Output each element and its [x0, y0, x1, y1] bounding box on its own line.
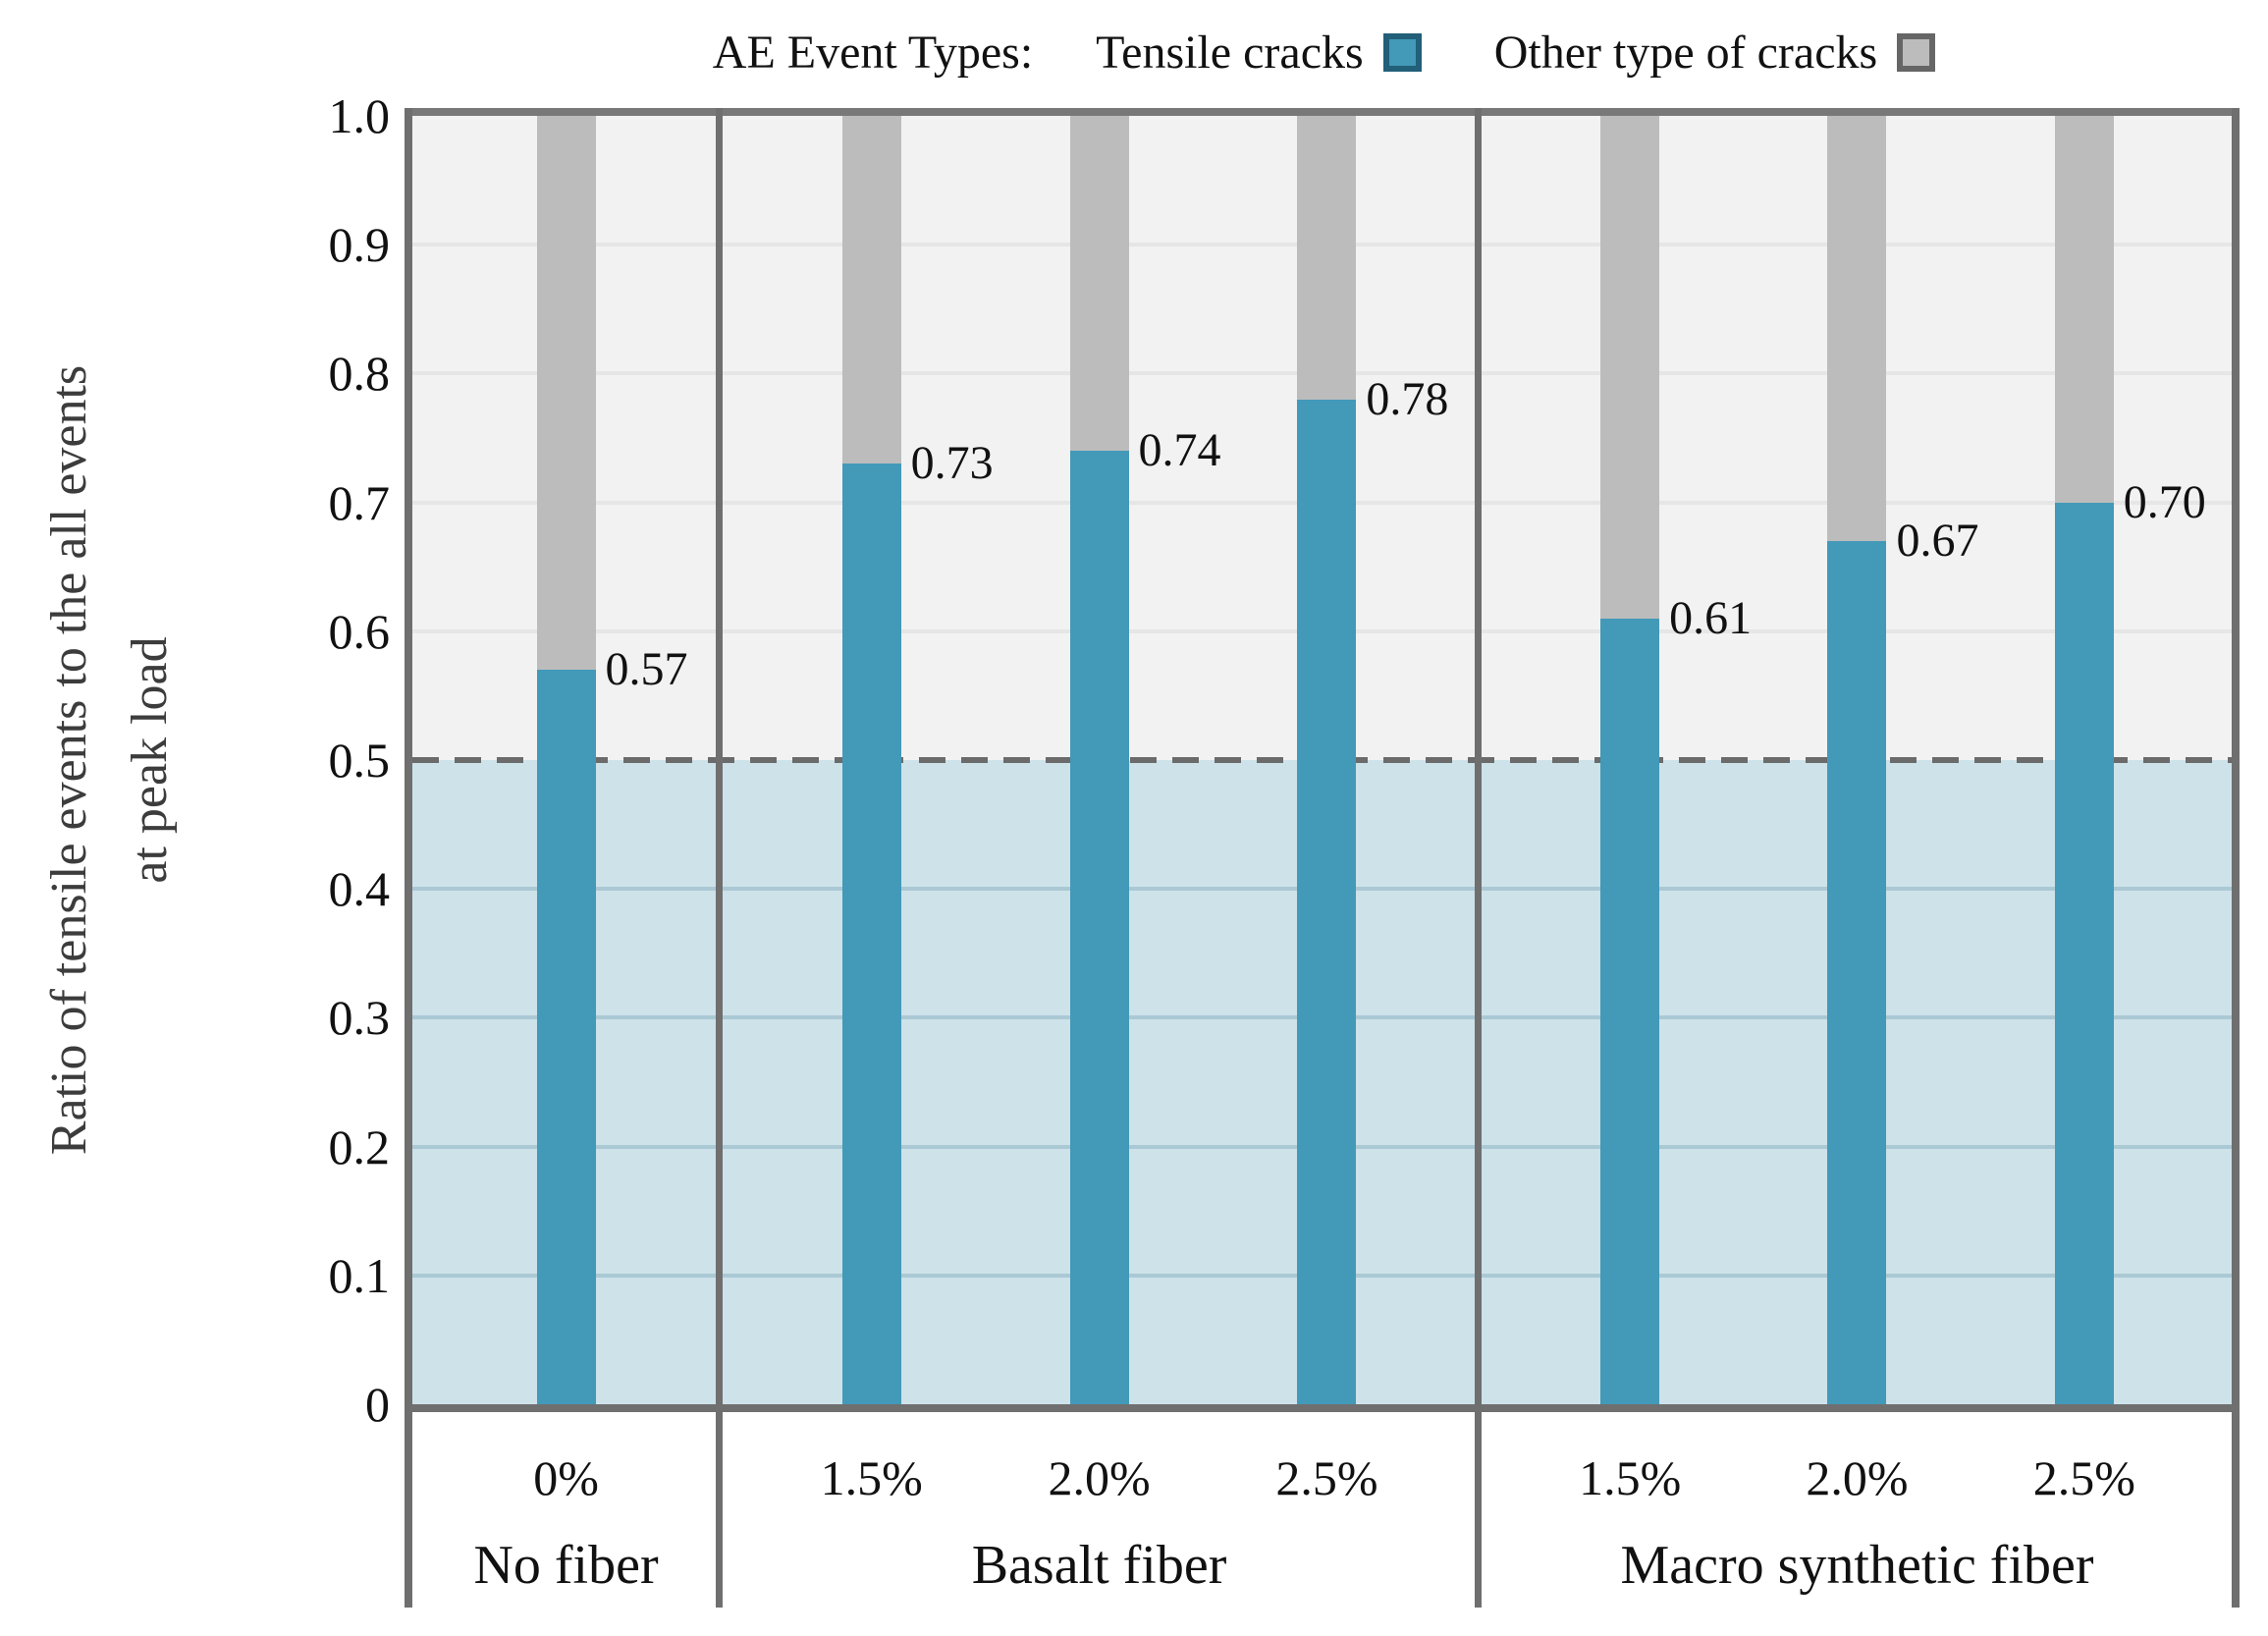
x-group-label: No fiber [473, 1535, 659, 1596]
bar-segment-other-cracks [1600, 116, 1660, 619]
y-tick-label: 0 [365, 1377, 390, 1432]
bar-segment-tensile-cracks [2054, 502, 2114, 1404]
bar-segment-other-cracks [2054, 116, 2114, 503]
bar-value-label: 0.74 [1138, 424, 1221, 477]
x-tick-label: 2.0% [1806, 1450, 1909, 1505]
y-axis-ticks: 1.0 0.9 0.8 0.7 0.6 0.5 0.4 0.3 0.2 0.1 0 [226, 88, 391, 1432]
legend-item-other-cracks: Other type of cracks [1494, 26, 1936, 80]
y-axis-title: Ratio of tensile events to the all event… [27, 102, 193, 1418]
bar-value-label: 0.57 [605, 643, 688, 696]
y-tick-label: 0.1 [328, 1247, 391, 1303]
bar-segment-other-cracks [536, 116, 596, 671]
legend: AE Event Types: Tensile cracks Other typ… [412, 22, 2236, 82]
bar-value-label: 0.67 [1896, 514, 1979, 567]
plot-right-border [2232, 108, 2240, 1608]
y-tick-label: 0.4 [328, 861, 391, 917]
bar-segment-other-cracks [841, 116, 901, 464]
stacked-bar [1069, 116, 1129, 1404]
x-group-label: Basalt fiber [971, 1535, 1227, 1596]
bar-value-label: 0.61 [1669, 591, 1753, 644]
stacked-bar [1297, 116, 1357, 1404]
y-tick-label: 0.5 [328, 733, 391, 788]
legend-label-tensile-cracks: Tensile cracks [1096, 26, 1364, 79]
x-tick-label: 1.5% [1579, 1450, 1682, 1505]
bar-segment-tensile-cracks [841, 464, 901, 1404]
bar-segment-other-cracks [1827, 116, 1887, 541]
stacked-bar [2054, 116, 2114, 1404]
x-group-label: Macro synthetic fiber [1620, 1535, 2094, 1596]
y-tick-label: 1.0 [328, 88, 391, 143]
y-tick-label: 0.6 [328, 603, 391, 659]
x-tick-label: 0% [533, 1450, 599, 1505]
plot-top-border [405, 108, 2240, 116]
bar-value-label: 0.78 [1366, 372, 1449, 425]
stacked-bar [536, 116, 596, 1404]
stacked-bar [841, 116, 901, 1404]
other-cracks-swatch-icon [1897, 32, 1936, 72]
plot-area: 0.57 0.73 0.74 0.78 0.61 0.67 0.70 [412, 116, 2236, 1404]
x-tick-label: 2.5% [2032, 1450, 2135, 1505]
bar-value-label: 0.70 [2123, 475, 2206, 528]
legend-label-other-cracks: Other type of cracks [1493, 26, 1878, 79]
y-axis-title-line2: at peak load [122, 636, 178, 884]
group-separator [1474, 108, 1482, 1608]
bar-segment-tensile-cracks [1827, 540, 1887, 1404]
x-tick-label: 2.0% [1048, 1450, 1151, 1505]
group-separator [716, 108, 724, 1608]
legend-item-tensile-cracks: Tensile cracks [1096, 26, 1422, 80]
bar-segment-other-cracks [1297, 116, 1357, 400]
y-tick-label: 0.9 [328, 217, 391, 273]
y-axis-title-line1: Ratio of tensile events to the all event… [41, 364, 97, 1156]
x-tick-label: 2.5% [1275, 1450, 1378, 1505]
bar-segment-tensile-cracks [1600, 618, 1660, 1404]
bar-segment-tensile-cracks [1069, 451, 1129, 1404]
x-tick-label: 1.5% [820, 1450, 923, 1505]
bar-segment-tensile-cracks [536, 670, 596, 1404]
stacked-bar [1827, 116, 1887, 1404]
legend-title: AE Event Types: [712, 26, 1034, 79]
bar-value-label: 0.73 [910, 437, 994, 490]
bar-segment-tensile-cracks [1297, 399, 1357, 1404]
y-tick-label: 0.3 [328, 990, 391, 1046]
y-tick-label: 0.7 [328, 474, 391, 530]
x-axis-labels: 0% No fiber 1.5% 2.0% 2.5% Basalt fiber 1.5% 2.… [412, 1412, 2236, 1618]
plot-left-border [405, 108, 412, 1608]
stacked-bar [1600, 116, 1660, 1404]
tensile-cracks-swatch-icon [1382, 32, 1422, 72]
y-tick-label: 0.8 [328, 346, 391, 402]
x-axis-line [405, 1404, 2240, 1412]
bar-segment-other-cracks [1069, 116, 1129, 452]
y-tick-label: 0.2 [328, 1118, 391, 1174]
